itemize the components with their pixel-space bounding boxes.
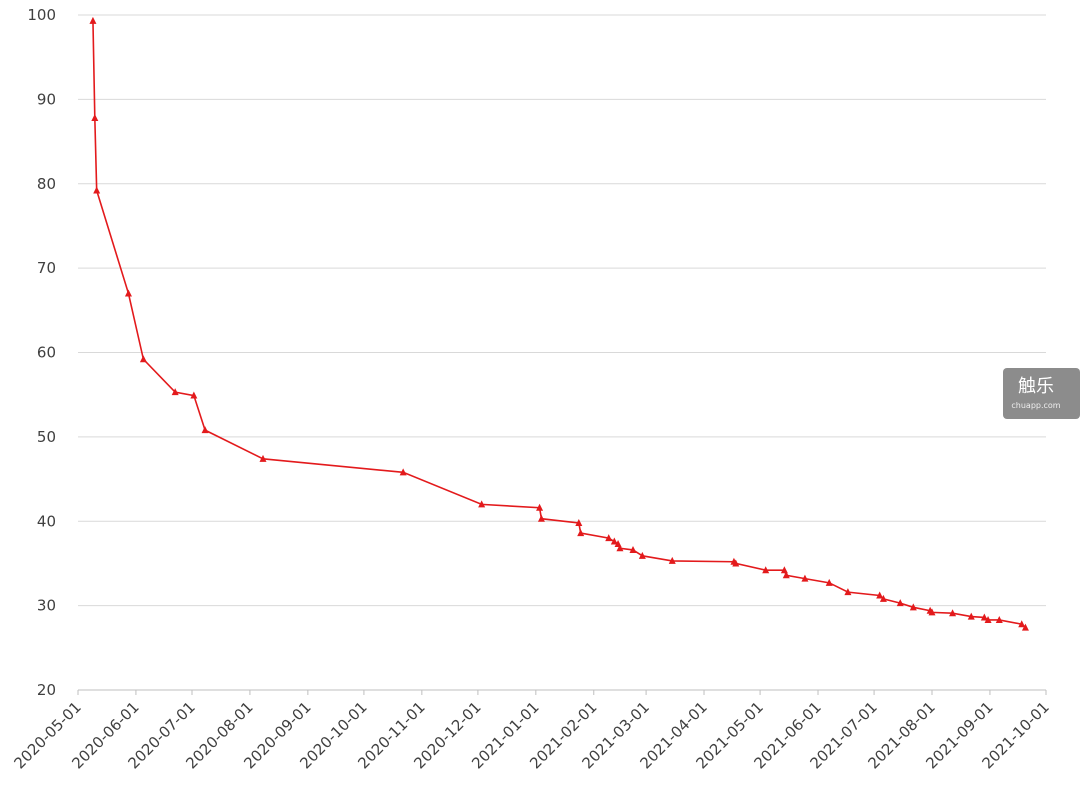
marker xyxy=(124,289,132,297)
y-tick-label: 100 xyxy=(27,6,56,24)
marker xyxy=(967,612,975,620)
marker xyxy=(536,503,544,511)
y-tick-label: 70 xyxy=(37,259,56,277)
marker xyxy=(577,529,585,537)
watermark: 触乐 chuapp.com xyxy=(1003,368,1080,419)
marker xyxy=(801,574,809,582)
marker xyxy=(995,615,1003,623)
marker xyxy=(478,500,486,508)
marker xyxy=(782,571,790,579)
marker xyxy=(610,537,618,545)
y-tick-label: 60 xyxy=(37,344,56,362)
marker xyxy=(668,556,676,564)
marker xyxy=(201,426,209,434)
marker xyxy=(980,613,988,621)
line xyxy=(92,20,1026,629)
watermark-name: 触乐 xyxy=(1018,376,1054,397)
marker xyxy=(928,608,936,616)
marker xyxy=(949,609,957,617)
marker xyxy=(1021,623,1029,631)
plot: 20304050607080901002020-05-012020-06-012… xyxy=(10,6,1052,772)
watermark-site: chuapp.com xyxy=(1011,401,1060,410)
marker xyxy=(1018,620,1026,628)
marker xyxy=(190,391,198,399)
marker xyxy=(537,514,545,522)
watermark-box xyxy=(1003,368,1080,419)
marker xyxy=(762,566,770,574)
marker xyxy=(399,468,407,476)
marker xyxy=(780,566,788,574)
marker xyxy=(91,113,99,121)
y-tick-label: 80 xyxy=(37,175,56,193)
marker xyxy=(629,545,637,553)
marker xyxy=(575,518,583,526)
marker xyxy=(259,454,267,462)
marker xyxy=(139,355,147,363)
marker xyxy=(844,588,852,596)
y-tick-label: 40 xyxy=(37,512,56,530)
marker xyxy=(171,388,179,396)
y-tick-label: 20 xyxy=(37,681,56,699)
marker xyxy=(896,599,904,607)
marker xyxy=(909,603,917,611)
marker xyxy=(89,16,97,24)
marker xyxy=(825,578,833,586)
marker xyxy=(984,615,992,623)
marker xyxy=(732,559,740,567)
marker xyxy=(876,591,884,599)
y-tick-label: 90 xyxy=(37,90,56,108)
marker xyxy=(879,594,887,602)
marker xyxy=(93,186,101,194)
y-tick-label: 30 xyxy=(37,597,56,615)
marker xyxy=(605,534,613,542)
marker xyxy=(616,544,624,552)
marker xyxy=(638,551,646,559)
y-tick-label: 50 xyxy=(37,428,56,446)
